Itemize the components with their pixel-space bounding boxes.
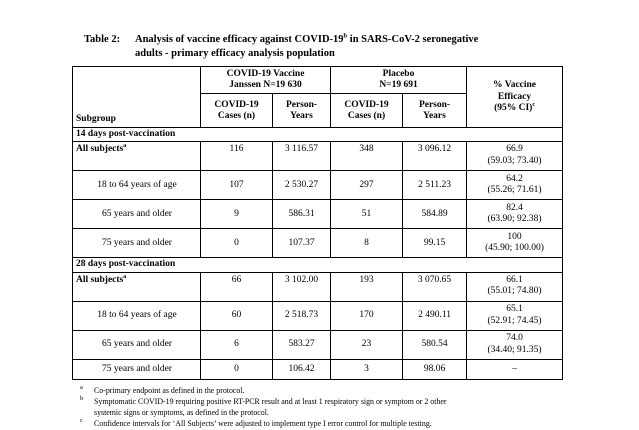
placebo-cases-cell: 297 bbox=[330, 170, 404, 201]
footnote-marker: c bbox=[80, 416, 83, 424]
row-superscript: a bbox=[123, 143, 127, 150]
efficacy-cell: 65.1 (52.91; 74.45) bbox=[466, 300, 564, 331]
subgroup-cell: 75 years and older bbox=[72, 358, 201, 380]
efficacy-cell: – bbox=[466, 358, 564, 380]
vaccine-person-years-cell: 583.27 bbox=[271, 329, 332, 360]
footnote-text: Co-primary endpoint as defined in the pr… bbox=[94, 385, 245, 395]
table-title: Table 2: Analysis of vaccine efficacy ag… bbox=[84, 33, 639, 60]
section-label: 28 days post-vaccination bbox=[71, 257, 564, 273]
vaccine-person-years-cell: 3 102.00 bbox=[271, 271, 332, 302]
placebo-cases-cell: 8 bbox=[330, 228, 404, 259]
column-header-vaccine-cases: COVID-19 Cases (n) bbox=[200, 93, 273, 129]
placebo-person-years-cell: 3 070.65 bbox=[402, 271, 468, 302]
placebo-cases-cell: 23 bbox=[330, 329, 404, 360]
subgroup-cell: 65 years and older bbox=[72, 199, 201, 230]
table-row: 65 years and older 6 583.27 23 580.54 74… bbox=[72, 329, 564, 360]
title-superscript: b bbox=[343, 32, 348, 40]
placebo-cases-cell: 348 bbox=[330, 141, 404, 172]
vaccine-cases-cell: 6 bbox=[200, 329, 273, 360]
footnote-marker: b bbox=[80, 394, 84, 402]
vaccine-person-years-cell: 107.37 bbox=[271, 228, 332, 259]
placebo-cases-cell: 3 bbox=[330, 358, 404, 380]
placebo-person-years-cell: 99.15 bbox=[402, 228, 468, 259]
table-row: All subjectsa 116 3 116.57 348 3 096.12 … bbox=[72, 141, 564, 172]
section-row-28-days: 28 days post-vaccination bbox=[71, 257, 564, 273]
subgroup-cell: All subjectsa bbox=[72, 271, 201, 302]
vaccine-cases-cell: 9 bbox=[200, 199, 273, 230]
efficacy-cell: 82.4 (63.90; 92.38) bbox=[466, 199, 564, 230]
subgroup-cell: 18 to 64 years of age bbox=[72, 170, 201, 201]
placebo-person-years-cell: 98.06 bbox=[402, 358, 468, 380]
efficacy-table: Subgroup COVID-19 Vaccine Janssen N=19 6… bbox=[71, 66, 564, 380]
table-row: 18 to 64 years of age 107 2 530.27 297 2… bbox=[72, 170, 564, 201]
footnote-b: b Symptomatic COVID-19 requiring positiv… bbox=[80, 394, 600, 418]
placebo-person-years-cell: 584.89 bbox=[402, 199, 468, 230]
vaccine-cases-cell: 66 bbox=[200, 271, 273, 302]
column-header-placebo-group: Placebo N=19 691 bbox=[330, 66, 468, 95]
table-title-label: Table 2: bbox=[84, 34, 121, 45]
vaccine-person-years-cell: 2 530.27 bbox=[271, 170, 332, 201]
table-row: All subjectsa 66 3 102.00 193 3 070.65 6… bbox=[72, 271, 564, 302]
efficacy-cell: 100 (45.90; 100.00) bbox=[466, 228, 564, 259]
efficacy-cell: 66.1 (55.01; 74.80) bbox=[466, 271, 564, 302]
column-header-vaccine-group: COVID-19 Vaccine Janssen N=19 630 bbox=[199, 66, 332, 95]
footnote-marker: a bbox=[80, 383, 83, 391]
footnotes: a Co-primary endpoint as defined in the … bbox=[80, 383, 600, 430]
column-header-efficacy: % Vaccine Efficacy (95% CI)c bbox=[466, 66, 564, 129]
table-title-text: Analysis of vaccine efficacy against COV… bbox=[135, 33, 565, 60]
group-header-row: Subgroup COVID-19 Vaccine Janssen N=19 6… bbox=[72, 66, 564, 129]
column-header-placebo-cases: COVID-19 Cases (n) bbox=[330, 93, 404, 129]
table-title-line1: Analysis of vaccine efficacy against COV… bbox=[135, 32, 479, 45]
table-row: 18 to 64 years of age 60 2 518.73 170 2 … bbox=[72, 300, 564, 331]
footnote-c: c Confidence intervals for ‘All Subjects… bbox=[80, 416, 600, 430]
vaccine-person-years-cell: 106.42 bbox=[271, 358, 332, 380]
footnote-text: Symptomatic COVID-19 requiring positive … bbox=[94, 396, 447, 417]
placebo-person-years-cell: 3 096.12 bbox=[402, 141, 468, 172]
placebo-person-years-cell: 580.54 bbox=[402, 329, 468, 360]
table-row: 65 years and older 9 586.31 51 584.89 82… bbox=[72, 199, 564, 230]
placebo-cases-cell: 193 bbox=[330, 271, 404, 302]
placebo-person-years-cell: 2 511.23 bbox=[402, 170, 468, 201]
vaccine-cases-cell: 60 bbox=[200, 300, 273, 331]
table-row: 75 years and older 0 106.42 3 98.06 – bbox=[72, 358, 564, 380]
subgroup-cell: All subjectsa bbox=[72, 141, 201, 172]
vaccine-cases-cell: 107 bbox=[200, 170, 273, 201]
footnote-text: Confidence intervals for ‘All Subjects’ … bbox=[94, 418, 432, 430]
vaccine-person-years-cell: 3 116.57 bbox=[271, 141, 332, 172]
vaccine-cases-cell: 0 bbox=[200, 228, 273, 259]
subgroup-cell: 18 to 64 years of age bbox=[72, 300, 201, 331]
placebo-cases-cell: 170 bbox=[330, 300, 404, 331]
column-header-vaccine-person-years: Person- Years bbox=[271, 93, 332, 129]
row-superscript: a bbox=[123, 273, 127, 280]
vaccine-cases-cell: 0 bbox=[200, 358, 273, 380]
table-title-line2: adults - primary efficacy analysis popul… bbox=[135, 47, 335, 59]
vaccine-person-years-cell: 586.31 bbox=[271, 199, 332, 230]
column-header-subgroup: Subgroup bbox=[72, 66, 201, 129]
efficacy-cell: 64.2 (55.26; 71.61) bbox=[466, 170, 564, 201]
vaccine-person-years-cell: 2 518.73 bbox=[271, 300, 332, 331]
table-row: 75 years and older 0 107.37 8 99.15 100 … bbox=[72, 228, 564, 259]
column-header-placebo-person-years: Person- Years bbox=[402, 93, 468, 129]
placebo-cases-cell: 51 bbox=[330, 199, 404, 230]
subgroup-cell: 65 years and older bbox=[72, 329, 201, 360]
subheader-row: COVID-19 Cases (n) Person- Years COVID-1… bbox=[73, 93, 563, 129]
section-label: 14 days post-vaccination bbox=[71, 127, 564, 143]
subgroup-cell: 75 years and older bbox=[72, 228, 201, 259]
efficacy-header-superscript: c bbox=[532, 101, 535, 108]
placebo-person-years-cell: 2 490.11 bbox=[402, 300, 468, 331]
section-row-14-days: 14 days post-vaccination bbox=[71, 127, 564, 143]
efficacy-cell: 66.9 (59.03; 73.40) bbox=[466, 141, 564, 172]
footnote-a: a Co-primary endpoint as defined in the … bbox=[80, 383, 600, 396]
vaccine-cases-cell: 116 bbox=[200, 141, 273, 172]
efficacy-cell: 74.0 (34.40; 91.35) bbox=[466, 329, 564, 360]
